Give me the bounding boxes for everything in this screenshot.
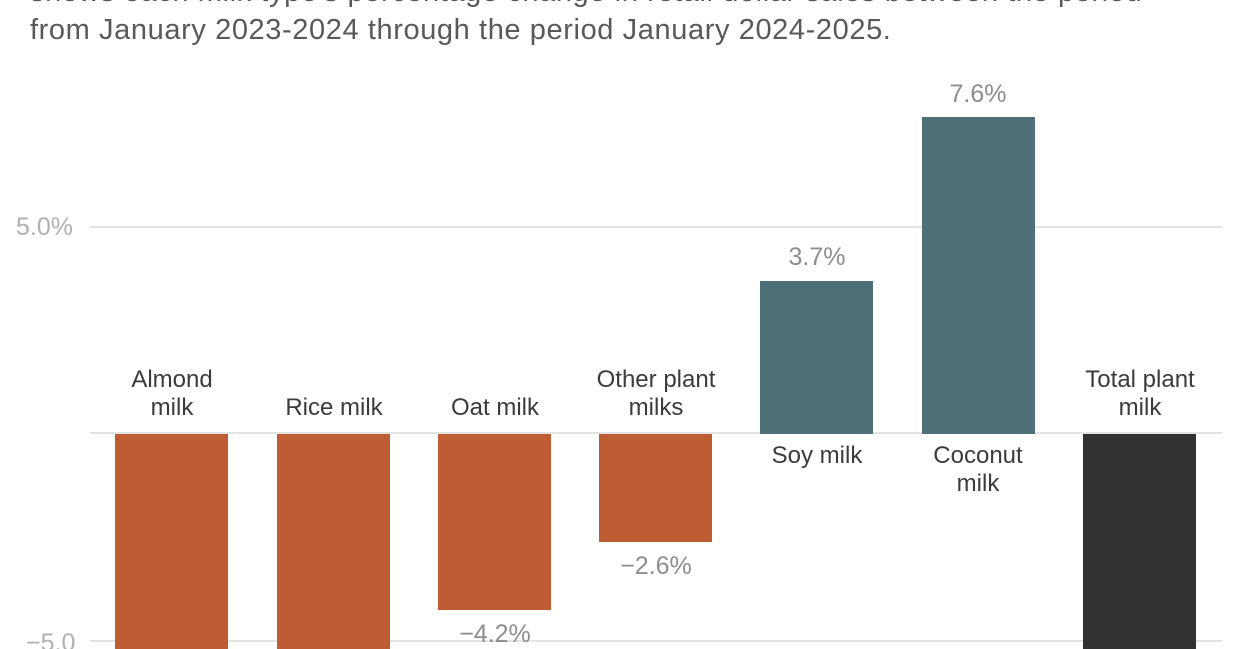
category-label-coconut-milk: Coconut milk	[897, 442, 1059, 498]
category-label-line: Oat milk	[450, 394, 539, 421]
bar-rice-milk	[277, 434, 390, 649]
category-label-soy-milk: Soy milk	[736, 442, 898, 470]
category-label-total-plant-milk: Total plant milk	[1059, 366, 1221, 422]
category-label-line: Almond	[131, 366, 213, 393]
category-label-line: milk	[1118, 394, 1162, 421]
intro-line-1: shows each milk type's percentage change…	[30, 0, 1240, 11]
category-label-rice-milk: Rice milk	[253, 394, 415, 422]
value-label-soy-milk: 3.7%	[788, 243, 846, 271]
intro-paragraph: shows each milk type's percentage change…	[30, 0, 1240, 49]
category-label-line: milks	[628, 394, 684, 421]
value-label-oat-milk: −4.2%	[459, 620, 531, 648]
category-label-line: Other plant	[596, 366, 716, 393]
gridline-minus-5	[90, 640, 1222, 642]
bar-other-plant-milks	[599, 434, 712, 542]
category-label-oat-milk: Oat milk	[414, 394, 576, 422]
bar-total-plant-milk	[1083, 434, 1196, 649]
value-label-other-plant-milks: −2.6%	[620, 552, 692, 580]
bar-oat-milk	[438, 434, 551, 610]
y-tick-label-5: 5.0%	[16, 213, 73, 241]
gridline-plus-5	[90, 226, 1222, 228]
bar-almond-milk	[115, 434, 228, 649]
category-label-line: Coconut	[933, 442, 1023, 469]
y-tick-label-minus-5: −5.0	[26, 629, 76, 649]
category-label-line: Soy milk	[771, 442, 863, 469]
category-label-almond-milk: Almond milk	[91, 366, 253, 422]
category-label-line: milk	[150, 394, 194, 421]
category-label-line: milk	[956, 470, 1000, 497]
bar-soy-milk	[760, 281, 873, 434]
bar-coconut-milk	[922, 117, 1035, 434]
intro-line-2: from January 2023-2024 through the perio…	[30, 14, 892, 46]
category-label-line: Total plant	[1085, 366, 1195, 393]
category-label-line: Rice milk	[285, 394, 383, 421]
value-label-coconut-milk: 7.6%	[949, 80, 1007, 108]
category-label-other-plant-milks: Other plant milks	[575, 366, 737, 422]
gridline-zero-baseline	[90, 432, 1222, 434]
